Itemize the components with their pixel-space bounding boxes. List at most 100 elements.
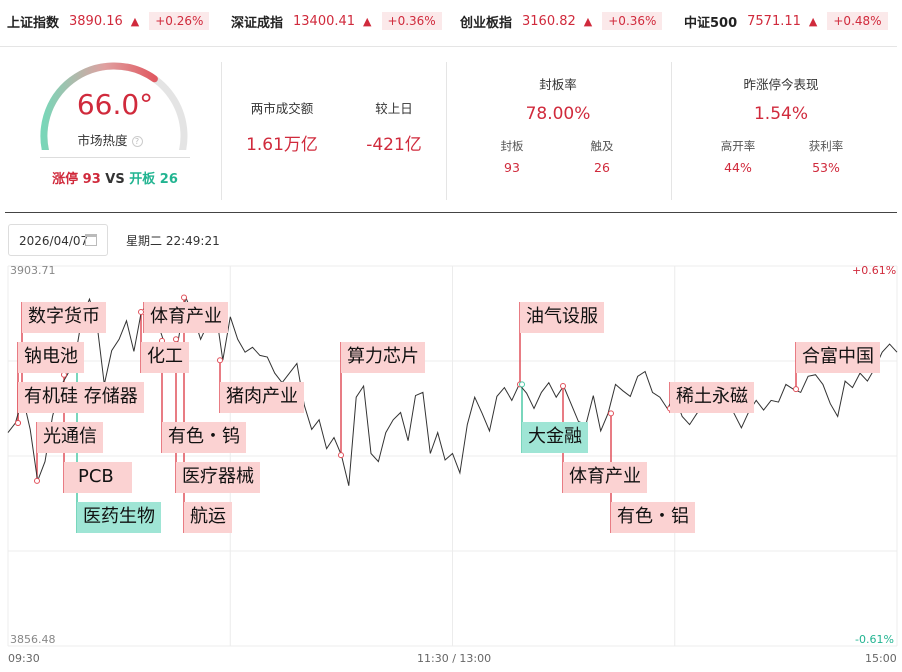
sector-tag[interactable]: 体育产业 xyxy=(563,462,647,493)
x-end-label: 15:00 xyxy=(865,652,897,665)
index-change: +0.36% xyxy=(602,12,663,30)
index-name: 深证成指 xyxy=(231,15,284,31)
yesterday-label: 昨涨停今表现 xyxy=(743,77,819,92)
sector-tag[interactable]: 光通信 xyxy=(37,422,103,453)
date-picker[interactable]: 2026/04/07 xyxy=(8,224,108,256)
sector-tag-label: PCB xyxy=(78,466,114,487)
divider xyxy=(446,62,447,200)
up-arrow-icon: ▲ xyxy=(130,14,140,28)
calendar-icon[interactable] xyxy=(85,234,97,246)
tag-marker xyxy=(560,382,566,389)
sector-tag[interactable]: 稀土永磁 xyxy=(670,382,754,413)
sector-tag[interactable]: 钠电池 xyxy=(18,342,84,373)
sector-tag[interactable]: 数字货币 xyxy=(22,302,106,333)
sector-tag-label: 有色・铝 xyxy=(617,506,689,527)
opened-count: 26 xyxy=(159,172,178,187)
sector-tag[interactable]: 算力芯片 xyxy=(341,342,425,373)
sector-tag-label: 合富中国 xyxy=(802,346,874,367)
index-csi500[interactable]: 中证500 7571.11 ▲ +0.48% xyxy=(684,9,888,33)
index-bar: 上证指数 3890.16 ▲ +0.26% 深证成指 13400.41 ▲ +0… xyxy=(0,0,902,44)
index-value: 3160.82 xyxy=(522,13,576,29)
sector-tag[interactable]: 猪肉产业 xyxy=(220,382,304,413)
sector-tag-label: 有机硅 存储器 xyxy=(24,386,138,407)
intraday-chart[interactable] xyxy=(0,262,902,672)
index-shenzhen[interactable]: 深证成指 13400.41 ▲ +0.36% xyxy=(231,9,442,33)
y-max-pct-label: +0.61% xyxy=(852,264,897,277)
tag-marker xyxy=(15,419,21,426)
sector-tag-label: 体育产业 xyxy=(150,306,222,327)
limit-up-label: 涨停 xyxy=(52,172,79,187)
up-arrow-icon: ▲ xyxy=(363,14,372,28)
sector-tag[interactable]: 有色・钨 xyxy=(162,422,246,453)
sector-tag[interactable]: 航运 xyxy=(184,502,232,533)
divider xyxy=(5,212,897,213)
tag-marker xyxy=(217,357,223,364)
up-arrow-icon: ▲ xyxy=(583,14,593,28)
sector-tag[interactable]: 医疗器械 xyxy=(176,462,260,493)
tag-markers xyxy=(15,294,799,484)
index-change: +0.48% xyxy=(827,12,888,30)
x-start-label: 09:30 xyxy=(8,652,40,665)
sector-tag-label: 化工 xyxy=(147,346,183,367)
tag-marker xyxy=(338,452,344,459)
sector-tag[interactable]: 化工 xyxy=(141,342,189,373)
sector-tag-label: 算力芯片 xyxy=(347,346,419,367)
heat-label: 市场热度 xyxy=(77,133,128,148)
y-min-label: 3856.48 xyxy=(10,633,56,646)
divider xyxy=(0,46,897,47)
date-value: 2026/04/07 xyxy=(19,234,89,248)
tag-connectors xyxy=(17,297,797,533)
sector-tag-label: 医疗器械 xyxy=(182,466,254,487)
sector-tag-label: 钠电池 xyxy=(24,346,78,367)
sealed-label: 封板 xyxy=(500,139,524,153)
profit-label: 获利率 xyxy=(808,139,844,153)
sector-tag[interactable]: 有机硅 存储器 xyxy=(18,382,144,413)
sector-tag[interactable]: 合富中国 xyxy=(796,342,880,373)
sector-tag-label: 航运 xyxy=(190,506,226,527)
touched-label: 触及 xyxy=(590,139,614,153)
sector-tag[interactable]: 有色・铝 xyxy=(611,502,695,533)
tag-marker xyxy=(793,386,799,393)
sector-tag[interactable]: 医药生物 xyxy=(77,502,161,533)
heat-gauge xyxy=(40,62,188,150)
sector-tag[interactable]: 大金融 xyxy=(522,422,588,453)
tag-marker xyxy=(173,336,179,343)
question-circle-icon[interactable]: ? xyxy=(131,136,143,147)
sector-tag[interactable]: 体育产业 xyxy=(144,302,228,333)
index-change: +0.36% xyxy=(381,12,442,30)
index-value: 7571.11 xyxy=(747,13,801,29)
sector-tag[interactable]: 油气设服 xyxy=(520,302,604,333)
sector-tag-label: 体育产业 xyxy=(569,466,641,487)
divider xyxy=(40,157,190,158)
sector-tag-label: 稀土永磁 xyxy=(676,386,748,407)
touched-value: 26 xyxy=(594,160,610,175)
index-value: 3890.16 xyxy=(69,13,123,29)
sector-tag-label: 光通信 xyxy=(43,426,97,447)
divider xyxy=(671,62,672,200)
limit-up-count: 93 xyxy=(82,172,101,187)
sector-tag-label: 猪肉产业 xyxy=(226,386,298,407)
tag-marker xyxy=(138,308,144,315)
yesterday-value: 1.54% xyxy=(753,104,808,124)
up-arrow-icon: ▲ xyxy=(808,14,818,28)
x-mid-label: 11:30 / 13:00 xyxy=(417,652,492,665)
sector-tag-label: 数字货币 xyxy=(28,306,100,327)
seal-rate-label: 封板率 xyxy=(539,77,577,92)
sector-tag-label: 油气设服 xyxy=(526,306,598,327)
vs-label: VS xyxy=(105,172,125,187)
turnover-compare-label: 较上日 xyxy=(375,101,413,116)
y-max-label: 3903.71 xyxy=(10,264,56,277)
turnover-value: 1.61万亿 xyxy=(246,135,318,155)
tag-marker xyxy=(34,477,40,484)
tag-marker xyxy=(608,410,614,417)
index-name: 中证500 xyxy=(684,15,738,31)
heat-value: 66.0° xyxy=(76,88,154,121)
limit-summary: 涨停 93 VS 开板 26 xyxy=(40,168,190,187)
index-chinext[interactable]: 创业板指 3160.82 ▲ +0.36% xyxy=(460,9,663,33)
turnover-compare-value: -421亿 xyxy=(366,135,422,155)
tag-marker xyxy=(519,381,525,388)
index-value: 13400.41 xyxy=(293,13,356,29)
divider xyxy=(221,62,222,200)
sector-tag[interactable]: PCB xyxy=(64,462,132,493)
index-shanghai[interactable]: 上证指数 3890.16 ▲ +0.26% xyxy=(7,9,210,33)
